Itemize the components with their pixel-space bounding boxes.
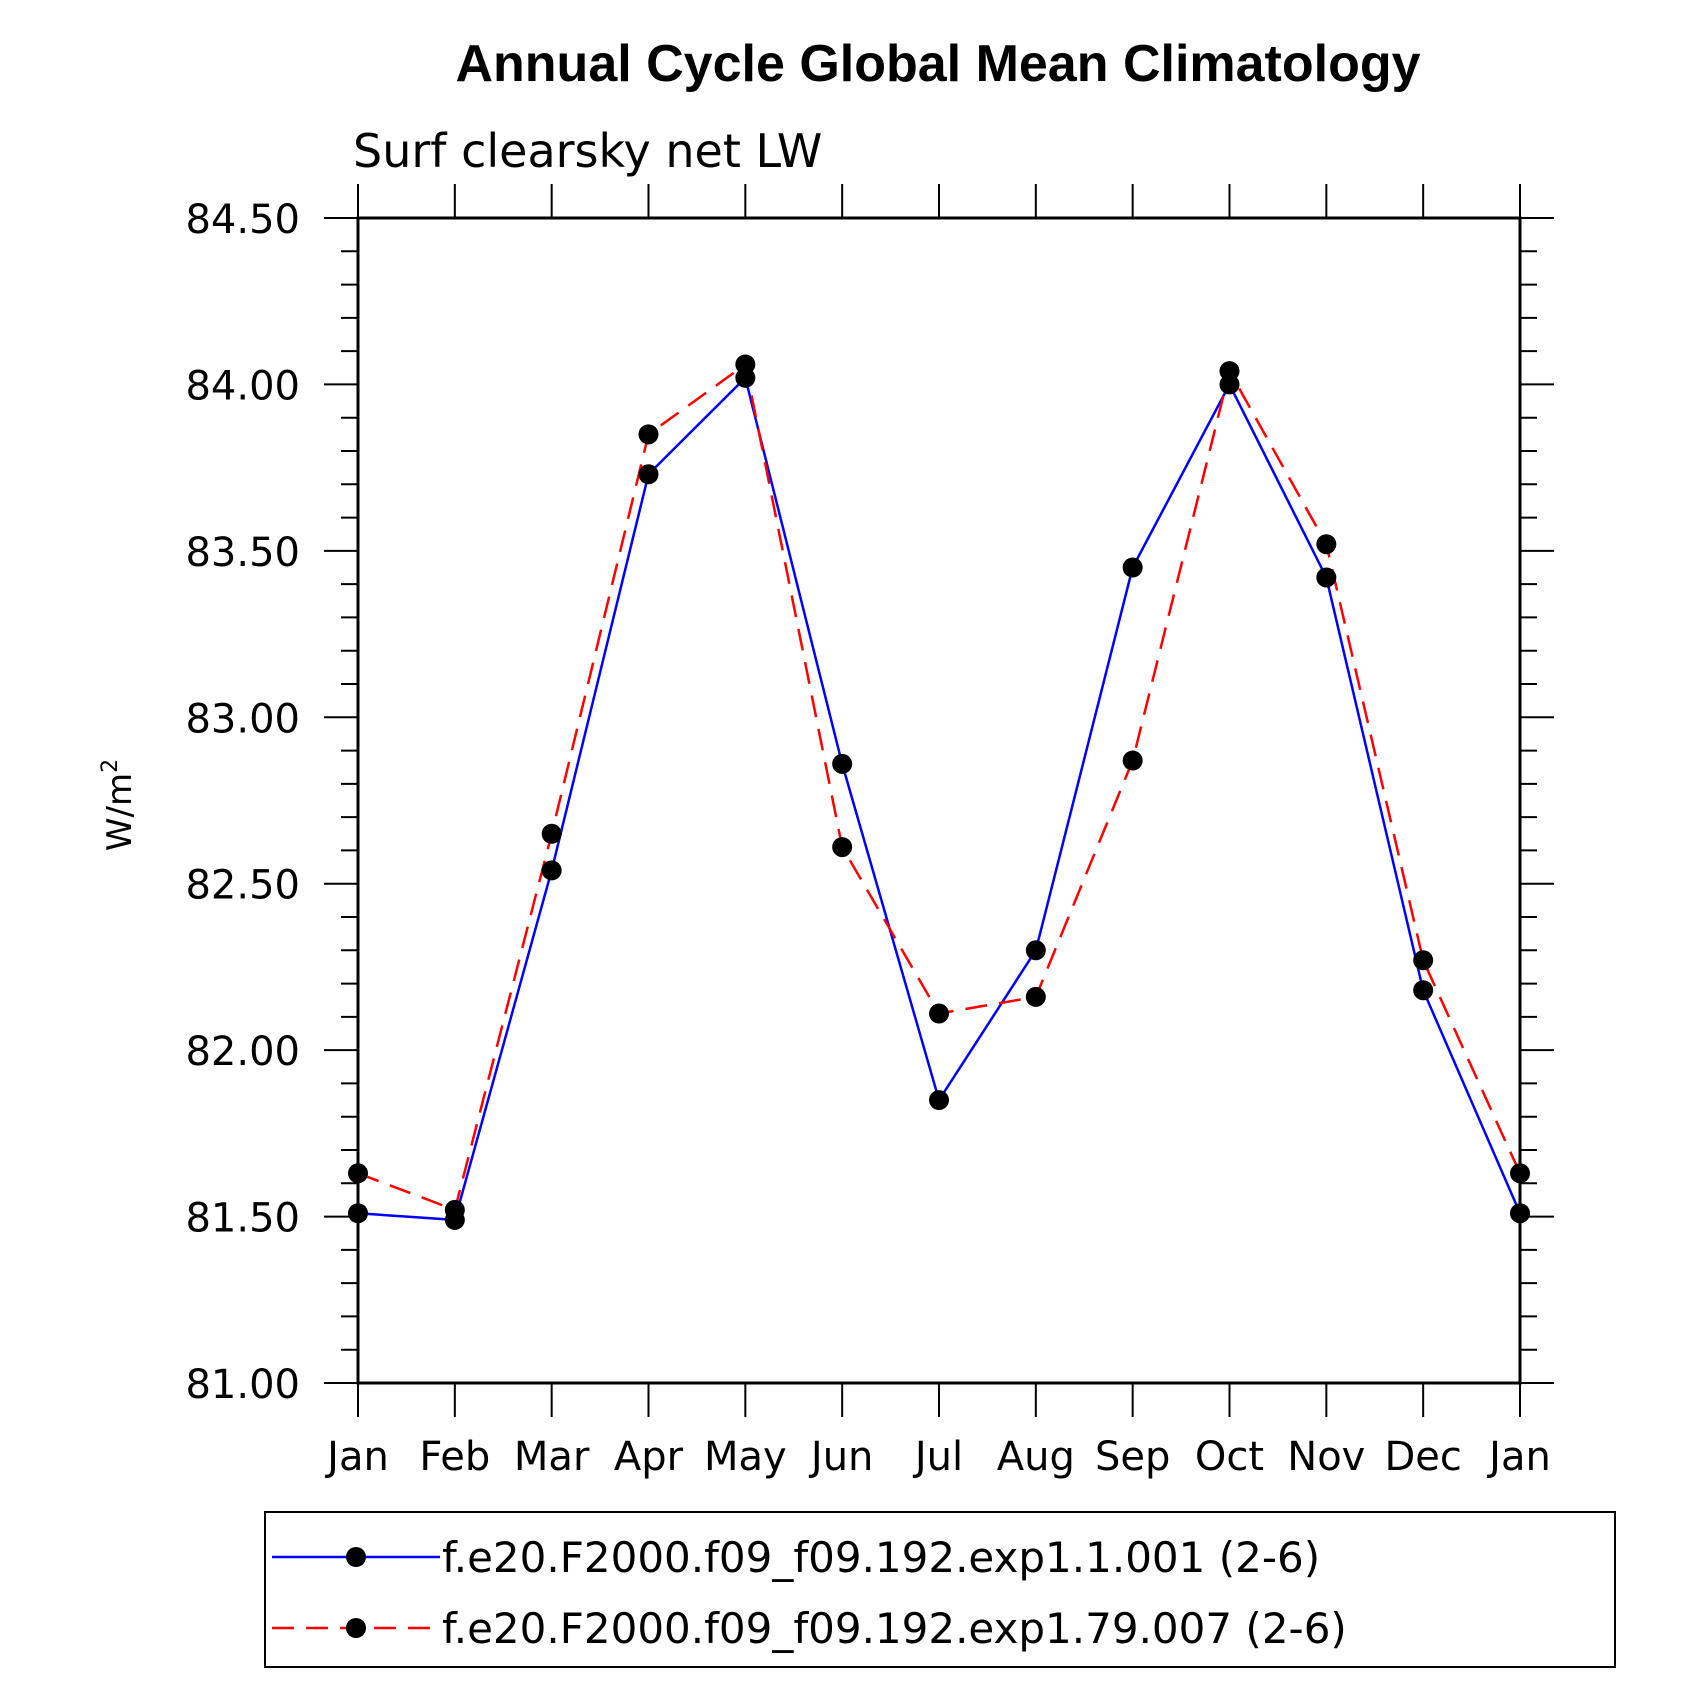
x-tick-label: Oct xyxy=(1195,1434,1264,1480)
x-tick-label: Sep xyxy=(1095,1434,1170,1480)
y-tick-label: 82.50 xyxy=(185,863,300,909)
x-tick-label: Aug xyxy=(997,1434,1075,1480)
data-point-series-1 xyxy=(929,1090,949,1111)
y-axis-tick-labels: 81.00 81.50 82.00 82.50 83.00 83.50 84.00 84.50 xyxy=(185,197,300,1408)
data-point-series-2 xyxy=(444,1199,465,1220)
data-point-series-1 xyxy=(832,753,853,774)
data-point-series-2 xyxy=(541,823,562,844)
data-point-series-2 xyxy=(929,1003,949,1024)
y-tick-label: 83.50 xyxy=(185,530,300,576)
legend: f.e20.F2000.f09_f09.192.exp1.1.001 (2-6)… xyxy=(264,1511,1616,1668)
y-axis-label: W/m2 xyxy=(98,759,140,851)
x-axis-tick-labels: Jan Feb Mar Apr May Jun Jul Aug Sep Oct Nov Dec Jan xyxy=(324,1434,1551,1480)
y-tick-label: 82.00 xyxy=(185,1029,300,1075)
legend-box xyxy=(264,1511,1616,1668)
x-tick-label: Dec xyxy=(1384,1434,1461,1480)
y-tick-label: 81.50 xyxy=(185,1196,300,1242)
plot-area-frame xyxy=(356,216,1522,1385)
legend-marker-series-1 xyxy=(346,1547,366,1567)
chart-subtitle: Surf clearsky net LW xyxy=(353,124,822,178)
legend-label-series-1: f.e20.F2000.f09_f09.192.exp1.1.001 (2-6) xyxy=(442,1533,1320,1582)
y-tick-label: 83.00 xyxy=(185,696,300,742)
data-point-series-1 xyxy=(638,464,659,485)
x-tick-label: Jan xyxy=(324,1434,389,1480)
y-axis-label-base: W/m xyxy=(100,773,140,851)
x-tick-label: Nov xyxy=(1287,1434,1365,1480)
x-tick-label: Apr xyxy=(614,1434,684,1480)
x-tick-label: Mar xyxy=(514,1434,590,1480)
data-point-series-2 xyxy=(1510,1163,1530,1184)
data-point-series-2 xyxy=(1413,950,1434,971)
data-point-series-2 xyxy=(1025,986,1046,1007)
svg-text:W/m2: W/m2 xyxy=(98,759,140,851)
legend-marker-series-2 xyxy=(346,1618,366,1638)
series-line-2 xyxy=(357,362,1522,1212)
series-markers xyxy=(348,354,1530,1230)
chart-title: Annual Cycle Global Mean Climatology xyxy=(455,35,1420,93)
y-axis-label-superscript: 2 xyxy=(98,759,123,773)
y-tick-label: 84.00 xyxy=(185,363,300,409)
x-tick-label: Jan xyxy=(1486,1434,1551,1480)
data-point-series-2 xyxy=(1122,750,1143,771)
data-point-series-2 xyxy=(735,354,756,375)
data-point-series-1 xyxy=(541,860,562,881)
data-point-series-1 xyxy=(348,1203,368,1224)
x-tick-label: Feb xyxy=(419,1434,490,1480)
legend-label-series-2: f.e20.F2000.f09_f09.192.exp1.79.007 (2-6… xyxy=(442,1604,1347,1653)
x-tick-label: Jul xyxy=(912,1434,963,1480)
y-tick-label: 81.00 xyxy=(185,1362,300,1408)
data-point-series-1 xyxy=(1122,557,1143,578)
y-tick-label: 84.50 xyxy=(185,197,300,243)
data-point-series-1 xyxy=(1413,980,1434,1001)
data-point-series-2 xyxy=(348,1163,368,1184)
data-point-series-2 xyxy=(832,837,853,858)
data-point-series-1 xyxy=(1025,940,1046,961)
data-point-series-2 xyxy=(1316,534,1337,555)
data-point-series-1 xyxy=(1510,1203,1530,1224)
data-point-series-1 xyxy=(1316,567,1337,588)
data-point-series-2 xyxy=(1219,361,1240,382)
x-tick-label: Jun xyxy=(808,1434,874,1480)
x-tick-label: May xyxy=(704,1434,787,1480)
axis-ticks xyxy=(324,184,1554,1417)
data-point-series-2 xyxy=(638,424,659,445)
